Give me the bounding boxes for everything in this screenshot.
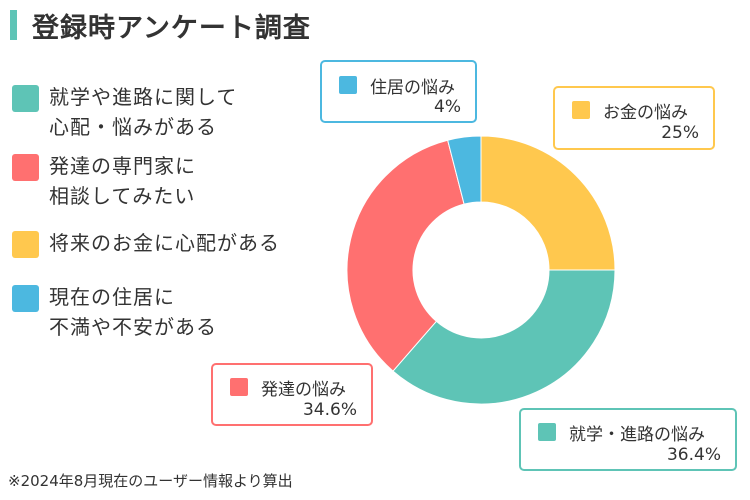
legend-swatch-school	[12, 85, 39, 112]
callout-housing: 住居の悩み 4%	[320, 60, 477, 123]
callout-money: お金の悩み 25%	[553, 86, 715, 150]
callout-swatch-school	[538, 423, 556, 441]
legend-item-money: 将来のお金に心配がある	[12, 228, 280, 258]
callout-value-housing: 4%	[434, 97, 461, 117]
legend-item-school: 就学や進路に関して 心配・悩みがある	[12, 82, 237, 142]
donut-slice-3	[447, 135, 482, 205]
legend-label-money: 将来のお金に心配がある	[49, 231, 280, 255]
callout-name-money: お金の悩み	[603, 103, 688, 123]
callout-value-school: 36.4%	[666, 445, 721, 465]
callout-swatch-money	[572, 101, 590, 119]
legend-swatch-money	[12, 231, 39, 258]
callout-swatch-housing	[339, 76, 357, 94]
callout-school: 就学・進路の悩み 36.4%	[519, 408, 737, 471]
callout-value-money: 25%	[661, 123, 699, 143]
footnote: ※2024年8月現在のユーザー情報より算出	[8, 472, 293, 490]
callout-development: 発達の悩み 34.6%	[211, 363, 373, 426]
legend-label-development: 発達の専門家に 相談してみたい	[49, 154, 196, 208]
legend-swatch-housing	[12, 285, 39, 312]
donut-slice-0	[480, 135, 616, 271]
callout-name-housing: 住居の悩み	[370, 78, 455, 98]
callout-swatch-development	[230, 378, 248, 396]
callout-value-development: 34.6%	[302, 400, 357, 420]
callout-name-development: 発達の悩み	[261, 380, 346, 400]
callout-name-school: 就学・進路の悩み	[569, 425, 705, 445]
legend-item-development: 発達の専門家に 相談してみたい	[12, 151, 196, 211]
title-accent-bar	[10, 10, 17, 40]
legend-label-school: 就学や進路に関して 心配・悩みがある	[49, 85, 238, 139]
page-title: 登録時アンケート調査	[32, 13, 311, 44]
donut-slice-1	[392, 269, 616, 405]
legend-swatch-development	[12, 154, 39, 181]
donut-slice-2	[346, 139, 465, 372]
legend-item-housing: 現在の住居に 不満や不安がある	[12, 282, 217, 342]
legend-label-housing: 現在の住居に 不満や不安がある	[49, 285, 217, 339]
